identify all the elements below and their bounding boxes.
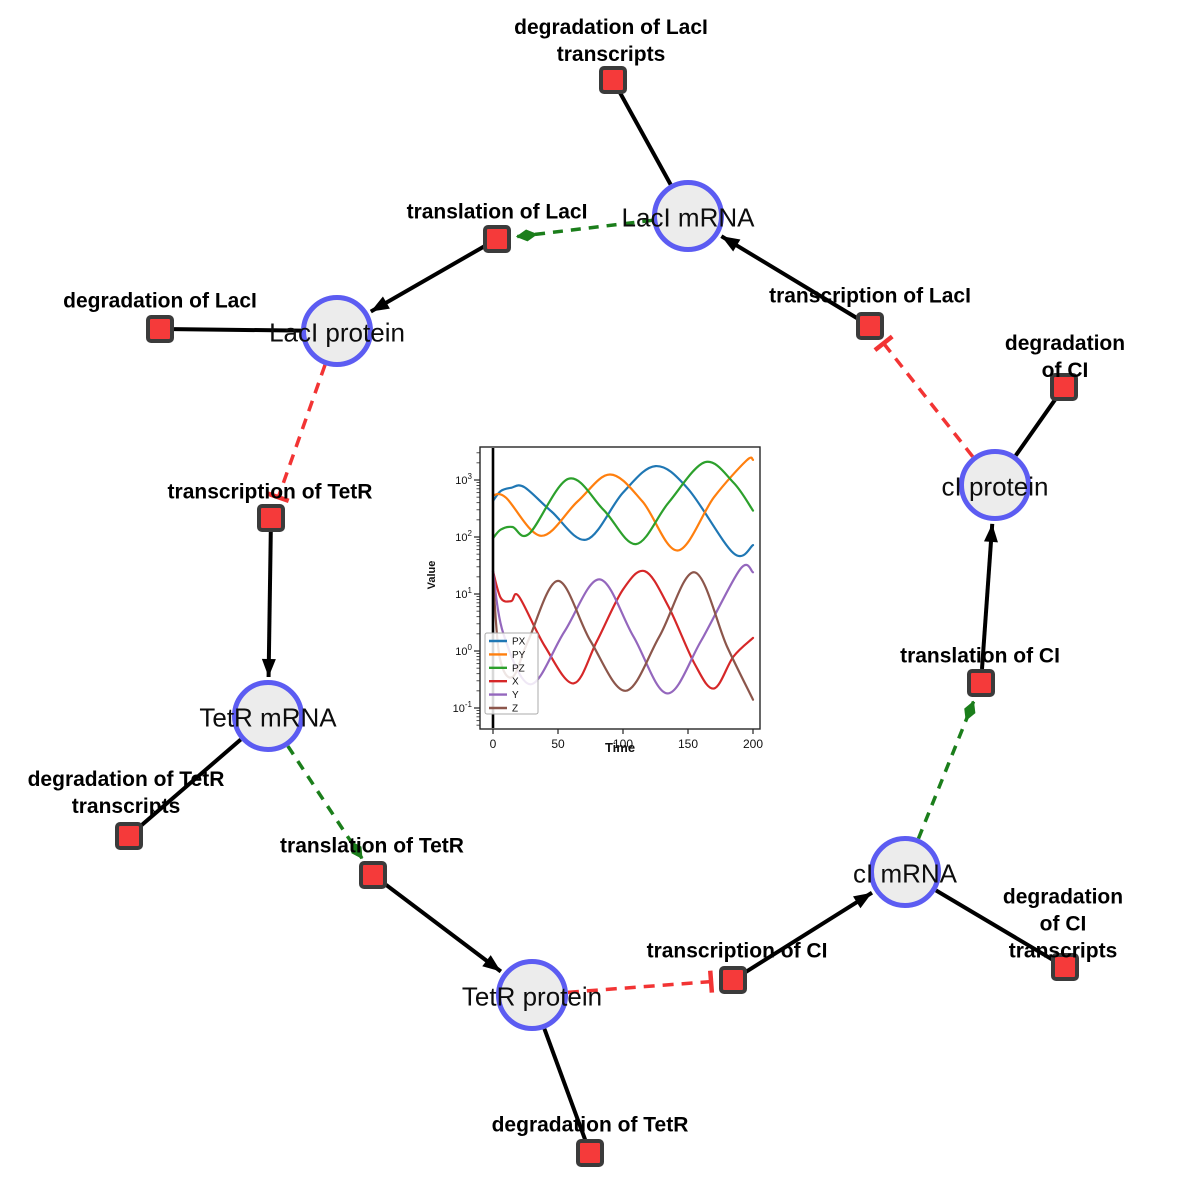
reaction-label-degradation-of-ci-transcripts: degradation of CI transcripts	[1002, 885, 1124, 963]
edge-laci-protein--transcription-of-tetr	[267, 364, 327, 504]
edge-degradation-of-laci-transcripts--laci-mrna	[618, 91, 673, 186]
y-axis-label: Value	[426, 560, 438, 590]
reaction-node-degradation-of-ci[interactable]	[1050, 373, 1078, 401]
x-tick-label: 0	[490, 737, 497, 751]
reaction-label-degradation-of-tetr: degradation of TetR	[491, 1113, 689, 1137]
reaction-label-transcription-of-laci: transcription of LacI	[769, 284, 971, 308]
species-node-ci-mrna[interactable]	[869, 836, 941, 908]
series-line-PX	[491, 464, 755, 558]
x-tick-label: 150	[678, 737, 698, 751]
species-label-tetr-mrna: TetR mRNA	[199, 702, 337, 733]
x-tick-label: 100	[613, 737, 633, 751]
edge-translation-of-tetr--tetr-protein	[382, 881, 503, 974]
edge-transcription-of-ci--ci-mrna	[743, 891, 874, 975]
legend-entry-Y: Y	[512, 690, 519, 701]
reaction-node-degradation-of-laci[interactable]	[146, 315, 174, 343]
edge-translation-of-laci--laci-protein	[369, 244, 486, 314]
reaction-label-degradation-of-laci-transcripts: degradation of LacI transcripts	[514, 16, 708, 66]
reaction-node-translation-of-ci[interactable]	[967, 669, 995, 697]
edge-laci-mrna--translation-of-laci	[515, 218, 653, 242]
reaction-node-degradation-of-ci-transcripts[interactable]	[1051, 953, 1079, 981]
species-label-laci-mrna: LacI mRNA	[621, 202, 755, 233]
edge-translation-of-ci--ci-protein	[979, 523, 998, 670]
series-line-PY	[491, 456, 755, 552]
legend-entry-Z: Z	[512, 704, 518, 715]
edge-tetr-mrna--translation-of-tetr	[286, 745, 364, 860]
reaction-label-degradation-of-laci: degradation of LacI	[63, 289, 257, 313]
reaction-node-degradation-of-laci-transcripts[interactable]	[599, 66, 627, 94]
reaction-label-translation-of-ci: translation of CI	[900, 644, 1060, 668]
species-node-tetr-mrna[interactable]	[232, 680, 304, 752]
inset-plot-svg: 103 102 101 100 10-1 0 50 100 150 200 PX PY PZ XYZ	[453, 446, 763, 751]
reaction-node-transcription-of-tetr[interactable]	[257, 504, 285, 532]
reaction-label-degradation-of-tetr-transcripts: degradation of TetR transcripts	[27, 768, 225, 818]
edge-transcription-of-tetr--tetr-mrna	[261, 531, 276, 678]
edge-degradation-of-laci--laci-protein	[173, 327, 302, 333]
species-label-laci-protein: LacI protein	[269, 317, 405, 348]
edge-degradation-of-ci-transcripts--ci-mrna	[934, 888, 1054, 962]
x-tick-label: 200	[743, 737, 763, 751]
y-tick-label: 103	[455, 472, 472, 487]
species-node-laci-protein[interactable]	[301, 295, 373, 367]
y-tick-label: 102	[455, 529, 472, 544]
legend-entry-PZ: PZ	[512, 663, 525, 674]
edge-degradation-of-tetr--tetr-protein	[542, 1028, 588, 1141]
edge-ci-mrna--translation-of-ci	[916, 700, 976, 840]
x-axis-label: Time	[604, 740, 636, 755]
species-label-ci-protein: cI protein	[941, 471, 1049, 502]
reaction-label-translation-of-laci: translation of LacI	[406, 200, 588, 224]
reaction-node-translation-of-tetr[interactable]	[359, 861, 387, 889]
y-tick-label: 10-1	[453, 700, 473, 715]
reaction-label-transcription-of-ci: transcription of CI	[646, 939, 828, 963]
reaction-label-degradation-of-ci: degradation of CI	[1004, 332, 1126, 382]
y-tick-label: 100	[455, 643, 472, 658]
x-tick-label: 50	[551, 737, 565, 751]
edge-transcription-of-laci--laci-mrna	[720, 234, 860, 321]
edge-degradation-of-ci--ci-protein	[1014, 397, 1058, 457]
species-node-tetr-protein[interactable]	[496, 959, 568, 1031]
series-line-PZ	[491, 460, 755, 546]
reaction-label-transcription-of-tetr: transcription of TetR	[167, 480, 373, 504]
edge-degradation-of-tetr-transcripts--tetr-mrna	[138, 738, 243, 829]
reaction-label-translation-of-tetr: translation of TetR	[280, 834, 464, 858]
edge-tetr-protein--transcription-of-ci	[567, 970, 715, 995]
inset-plot: 103 102 101 100 10-1 0 50 100 150 200 PX PY PZ X Y Z Va…	[424, 440, 784, 770]
y-tick-label: 101	[455, 586, 472, 601]
reaction-node-degradation-of-tetr[interactable]	[576, 1139, 604, 1167]
species-node-laci-mrna[interactable]	[652, 180, 724, 252]
species-label-ci-mrna: cI mRNA	[853, 858, 957, 889]
legend-entry-PX: PX	[512, 637, 526, 648]
reaction-node-transcription-of-ci[interactable]	[719, 966, 747, 994]
species-label-tetr-protein: TetR protein	[461, 981, 603, 1012]
series-line-X	[491, 569, 755, 690]
legend-entry-X: X	[512, 677, 519, 688]
legend-entry-PY: PY	[512, 650, 526, 661]
edge-ci-protein--transcription-of-laci	[873, 334, 975, 458]
reaction-node-degradation-of-tetr-transcripts[interactable]	[115, 822, 143, 850]
reaction-node-transcription-of-laci[interactable]	[856, 312, 884, 340]
reaction-node-translation-of-laci[interactable]	[483, 225, 511, 253]
species-node-ci-protein[interactable]	[959, 449, 1031, 521]
